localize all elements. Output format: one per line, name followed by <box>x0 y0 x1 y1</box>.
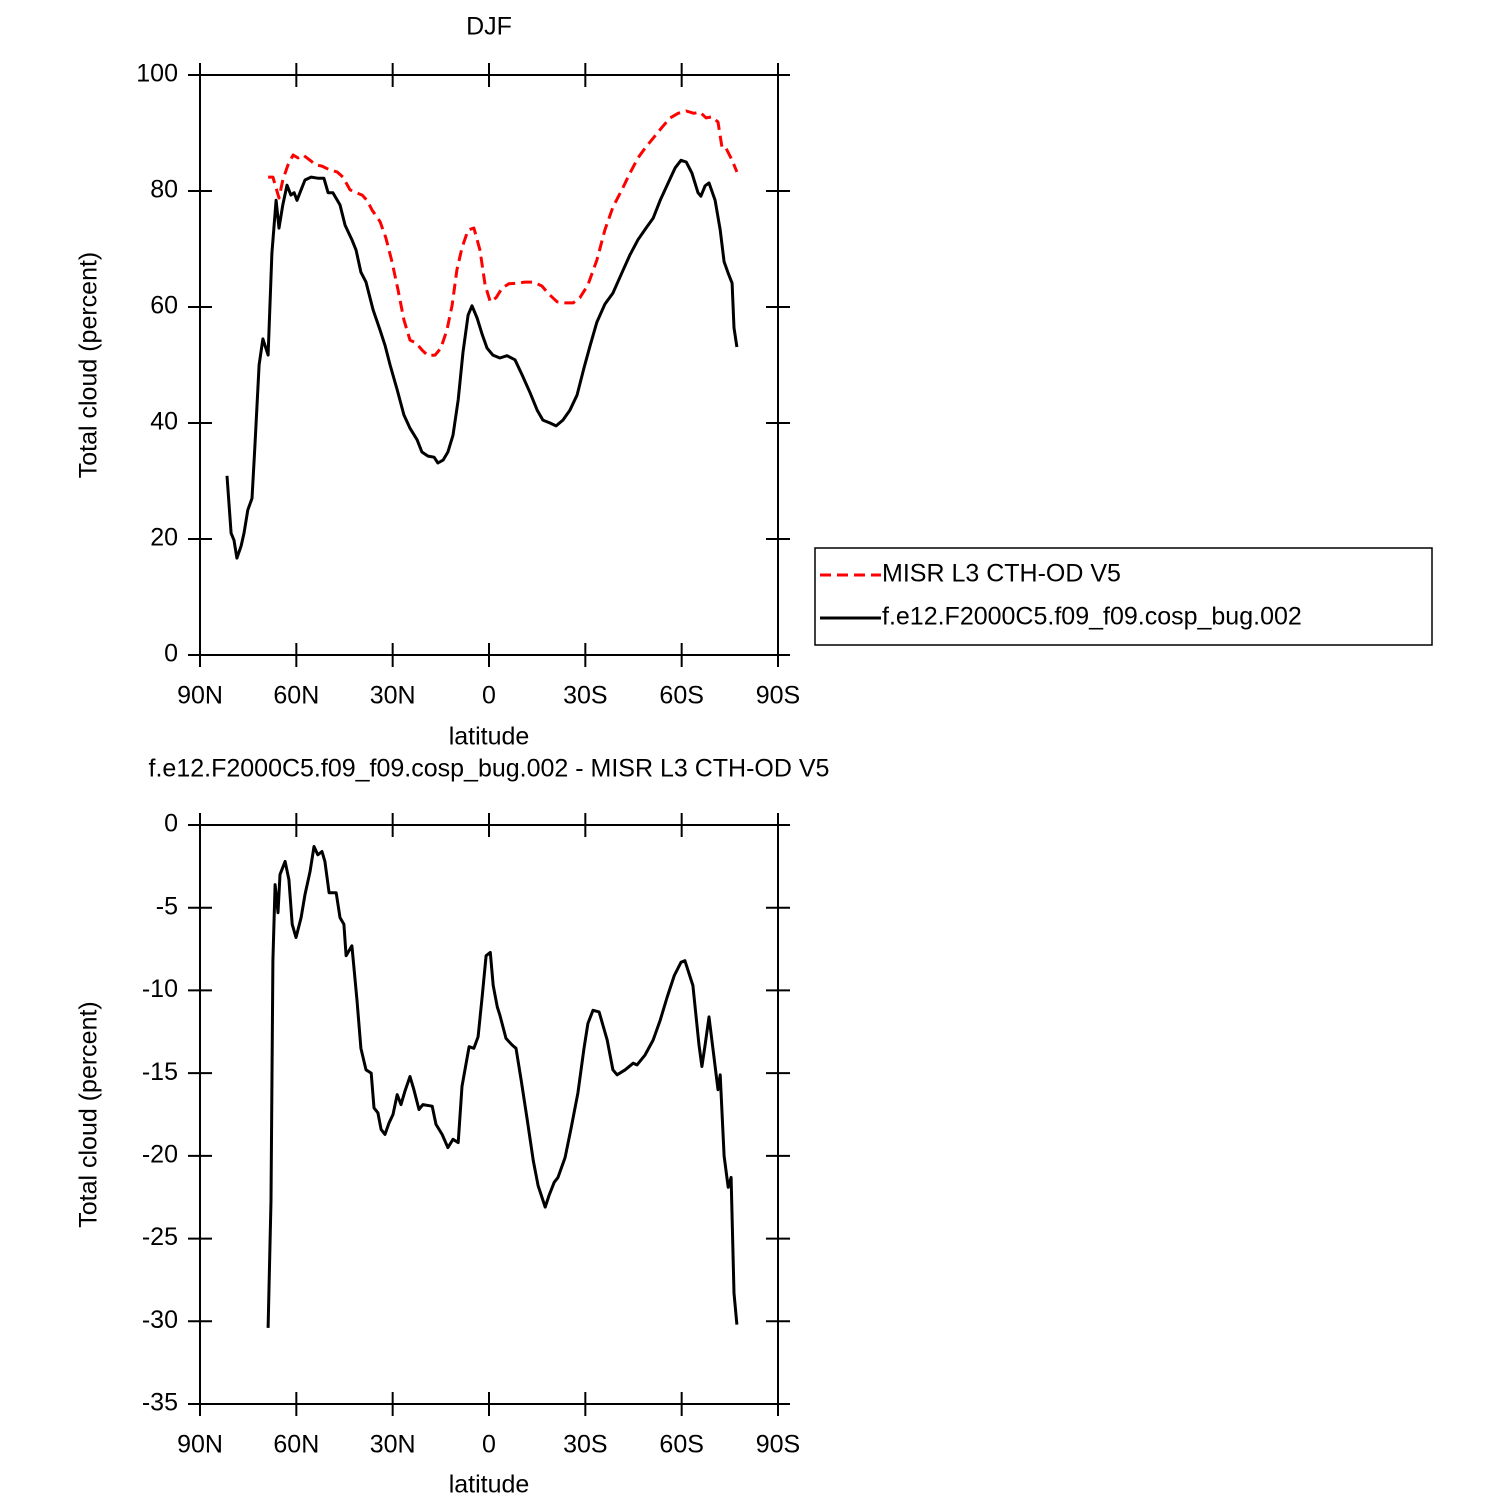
x-tick-label: 0 <box>482 682 496 710</box>
x-tick-label: 90N <box>177 682 223 710</box>
plot-frame <box>199 824 779 1405</box>
x-tick-label: 90S <box>756 1431 800 1459</box>
y-tick-label: -5 <box>156 892 178 920</box>
y-tick-label: 0 <box>164 810 178 838</box>
x-tick-label: 30S <box>563 1431 607 1459</box>
y-tick-label: -15 <box>142 1058 178 1086</box>
y-axis-label: Total cloud (percent) <box>75 1001 103 1228</box>
legend-label: f.e12.F2000C5.f09_f09.cosp_bug.002 <box>882 603 1302 631</box>
series-line <box>266 845 739 1328</box>
x-axis-label: latitude <box>449 723 530 751</box>
y-axis-label: Total cloud (percent) <box>75 252 103 479</box>
series-line <box>225 158 739 560</box>
legend-label: MISR L3 CTH-OD V5 <box>882 560 1121 588</box>
x-tick-label: 0 <box>482 1431 496 1459</box>
x-tick-label: 60S <box>659 682 703 710</box>
y-tick-label: 60 <box>150 292 178 320</box>
x-tick-label: 30N <box>370 1431 416 1459</box>
y-tick-label: 0 <box>164 640 178 668</box>
y-tick-label: -30 <box>142 1306 178 1334</box>
x-tick-label: 90S <box>756 682 800 710</box>
chart-title: f.e12.F2000C5.f09_f09.cosp_bug.002 - MIS… <box>149 755 830 783</box>
y-tick-label: -25 <box>142 1223 178 1251</box>
chart-title: DJF <box>466 13 512 41</box>
x-tick-label: 60S <box>659 1431 703 1459</box>
y-tick-label: -20 <box>142 1140 178 1168</box>
x-tick-label: 30S <box>563 682 607 710</box>
x-axis-label: latitude <box>449 1471 530 1499</box>
y-tick-label: -35 <box>142 1389 178 1417</box>
y-tick-label: 40 <box>150 408 178 436</box>
plot-frame <box>199 74 779 656</box>
x-tick-label: 30N <box>370 682 416 710</box>
y-tick-label: 100 <box>136 60 178 88</box>
series-line <box>268 109 739 358</box>
y-tick-label: 20 <box>150 524 178 552</box>
x-tick-label: 90N <box>177 1431 223 1459</box>
x-tick-label: 60N <box>273 1431 319 1459</box>
legend-box <box>814 547 1433 646</box>
x-tick-label: 60N <box>273 682 319 710</box>
y-tick-label: 80 <box>150 176 178 204</box>
y-tick-label: -10 <box>142 975 178 1003</box>
